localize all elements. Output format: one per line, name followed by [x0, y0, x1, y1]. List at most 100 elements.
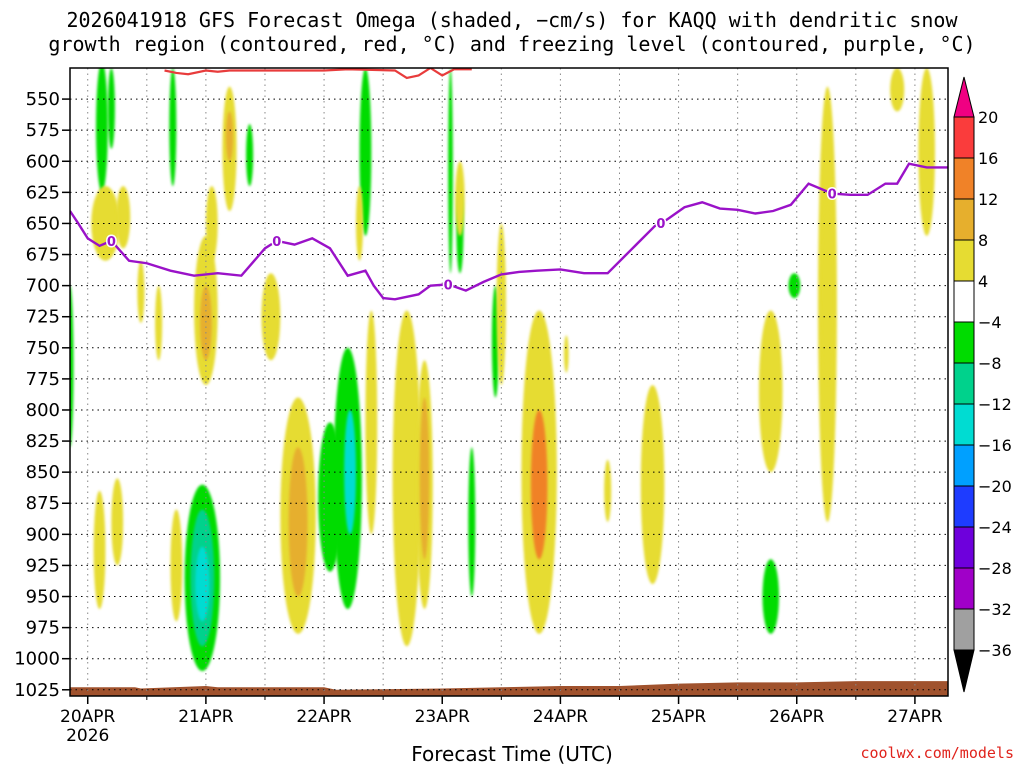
omega-area-24 — [344, 409, 356, 535]
omega-area-17 — [195, 546, 210, 622]
colorbar-label-4: −20 — [978, 477, 1012, 496]
y-tick-label-725: 725 — [26, 307, 60, 328]
y-tick-label-1000: 1000 — [14, 649, 60, 670]
dgz-line — [164, 68, 472, 80]
colorbar-label-8: −4 — [978, 313, 1002, 332]
colorbar-label-7: −8 — [978, 354, 1002, 373]
omega-area-48 — [918, 68, 936, 236]
omega-area-43 — [762, 559, 780, 634]
y-tick-label-825: 825 — [26, 431, 60, 452]
omega-area-47 — [890, 68, 905, 112]
colorbar-bin-4 — [953, 444, 975, 487]
omega-area-44 — [788, 273, 801, 299]
freezing-level-label-1: 0 — [272, 235, 281, 250]
colorbar-under-arrow — [953, 649, 975, 693]
omega-area-36 — [496, 223, 507, 386]
colorbar-label-1: −32 — [978, 600, 1012, 619]
colorbar-bin-2 — [953, 526, 975, 569]
omega-area-11 — [199, 285, 212, 361]
y-tick-label-700: 700 — [26, 276, 60, 297]
colorbar-bin-7 — [953, 321, 975, 364]
omega-area-0 — [95, 68, 108, 193]
x-tick-label-2: 22APR — [296, 707, 352, 727]
terrain-area — [70, 681, 948, 696]
omega-area-27 — [365, 310, 378, 535]
y-tick-label-875: 875 — [26, 493, 60, 514]
omega-area-5 — [93, 490, 106, 609]
omega-area-14 — [205, 186, 218, 261]
omega-area-25 — [359, 68, 372, 236]
freezing-level-line — [70, 162, 948, 301]
plot-frame — [69, 67, 949, 697]
y-tick-label-850: 850 — [26, 462, 60, 483]
colorbar-label-2: −28 — [978, 559, 1012, 578]
colorbar-bin-8 — [953, 280, 975, 323]
terrain-fill — [70, 681, 948, 696]
freezing-level-label-3: 0 — [656, 217, 665, 232]
omega-area-40 — [604, 459, 612, 522]
omega-area-31 — [448, 68, 453, 274]
colorbar-bin-0 — [953, 608, 975, 651]
dgz-contour — [164, 68, 472, 80]
colorbar-over-arrow — [953, 76, 975, 118]
omega-area-49 — [70, 285, 74, 448]
x-tick-label-5: 25APR — [651, 707, 707, 727]
x-tick-label-3: 23APR — [415, 707, 471, 727]
y-tick-label-900: 900 — [26, 524, 60, 545]
freezing-level-label-4: 0 — [828, 188, 837, 203]
omega-area-1 — [107, 68, 115, 149]
omega-area-18 — [246, 123, 254, 187]
y-tick-label-650: 650 — [26, 213, 60, 234]
x-axis-title: Forecast Time (UTC) — [411, 742, 613, 766]
omega-area-21 — [288, 447, 308, 597]
x-tick-label-6: 26APR — [769, 707, 825, 727]
x-tick-label-4: 24APR — [533, 707, 589, 727]
credit-link[interactable]: coolwx.com/models — [860, 744, 1014, 762]
y-tick-label-675: 675 — [26, 245, 60, 266]
x-tick-label-1: 21APR — [178, 707, 234, 727]
y-tick-label-600: 600 — [26, 151, 60, 172]
omega-area-30 — [419, 397, 430, 560]
colorbar-bin-9 — [953, 239, 975, 282]
freezing-level-label-0: 0 — [107, 235, 116, 250]
freezing-level-contour: 0 0 0 0 0 — [70, 162, 948, 301]
omega-area-28 — [392, 310, 421, 647]
colorbar-bin-10 — [953, 198, 975, 241]
y-tick-label-750: 750 — [26, 338, 60, 359]
colorbar-label-11: 12 — [978, 190, 998, 209]
omega-area-41 — [640, 385, 665, 585]
colorbar-bin-1 — [953, 567, 975, 610]
colorbar-label-5: −16 — [978, 436, 1012, 455]
colorbar-bin-12 — [953, 116, 975, 159]
colorbar-label-6: −12 — [978, 395, 1012, 414]
y-tick-label-800: 800 — [26, 400, 60, 421]
colorbar-bin-3 — [953, 485, 975, 528]
colorbar-label-13: 20 — [978, 108, 998, 127]
omega-area-8 — [137, 260, 145, 323]
y-tick-label-950: 950 — [26, 587, 60, 608]
chart-title-line-2: growth region (contoured, red, °C) and f… — [48, 32, 976, 56]
y-tick-label-975: 975 — [26, 618, 60, 639]
colorbar-label-0: −36 — [978, 641, 1012, 660]
omega-area-3 — [116, 186, 131, 249]
colorbar-bin-6 — [953, 362, 975, 405]
colorbar-bin-5 — [953, 403, 975, 446]
omega-shading — [70, 68, 936, 672]
omega-area-38 — [530, 409, 548, 560]
y-axis: 550 575 600 625 650 675 700 725 750 775 800 825 850 8… — [14, 89, 70, 701]
omega-area-39 — [563, 335, 569, 373]
omega-area-9 — [155, 285, 163, 361]
x-tick-label-0: 20APR — [60, 707, 116, 727]
y-tick-label-575: 575 — [26, 120, 60, 141]
omega-area-26 — [355, 186, 364, 261]
grid-lines — [70, 68, 948, 696]
omega-area-6 — [170, 509, 183, 622]
omega-area-46 — [821, 198, 834, 386]
colorbar-bin-11 — [953, 157, 975, 200]
y-tick-label-550: 550 — [26, 89, 60, 110]
freezing-level-label-2: 0 — [444, 278, 453, 293]
colorbar-label-3: −24 — [978, 518, 1012, 537]
colorbar: −36 −32 −28 −24 −20 −16 −12 −8 −4 4 8 12 16 20 — [953, 76, 1012, 693]
omega-area-4 — [111, 478, 124, 566]
